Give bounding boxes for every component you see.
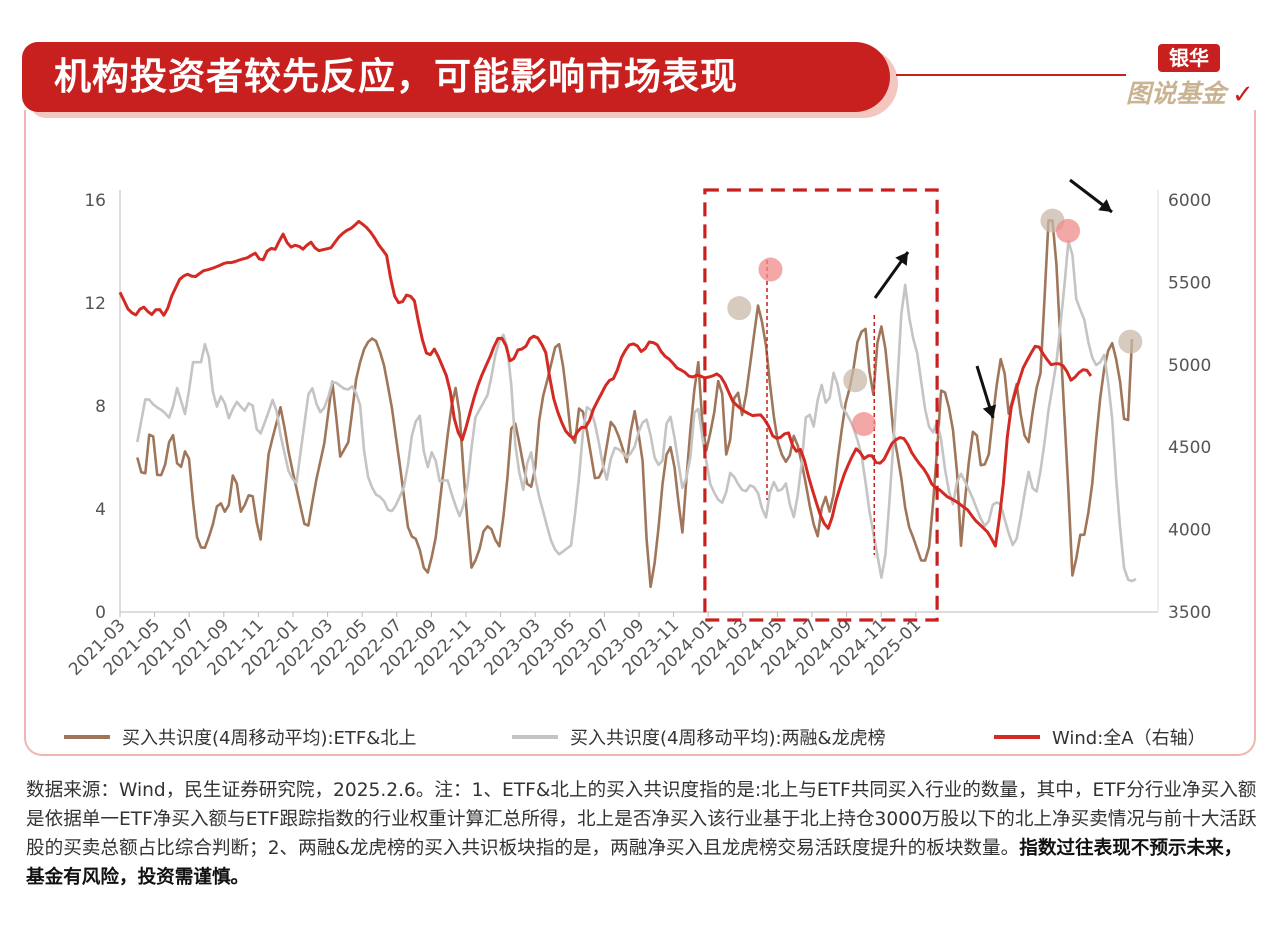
- checkmark-icon: ✓: [1232, 80, 1254, 110]
- y-tick-left-label: 4: [95, 500, 106, 520]
- arrow-down-icon-head: [982, 404, 997, 418]
- y-tick-right-label: 4000: [1168, 521, 1211, 541]
- y-tick-left-label: 16: [84, 191, 106, 211]
- series-line-margin: [136, 239, 1137, 583]
- risk-disclaimer: 指数过往表现不预示未来，基金有风险，投资需谨慎。: [26, 838, 1243, 888]
- footnote-text: 数据来源：Wind，民生证券研究院，2025.2.6。注：1、ETF&北上的买入…: [26, 780, 1257, 859]
- y-tick-right-label: 5500: [1168, 273, 1211, 293]
- legend-item-margin: 买入共识度(4周移动平均):两融&龙虎榜: [512, 726, 886, 749]
- y-tick-right-label: 6000: [1168, 191, 1211, 211]
- brand-logo: 银华: [1158, 44, 1220, 72]
- chart-panel: [24, 110, 1256, 756]
- y-tick-right-label: 5000: [1168, 356, 1211, 376]
- signal-marker: [1056, 218, 1081, 243]
- legend-swatch-wind: [994, 735, 1040, 739]
- y-tick-left-label: 0: [95, 603, 106, 623]
- signal-marker: [851, 412, 876, 437]
- legend-label-wind: Wind:全A（右轴）: [1052, 728, 1206, 749]
- legend-item-wind: Wind:全A（右轴）: [994, 726, 1206, 749]
- arrow-up-icon-head: [895, 252, 908, 266]
- legend-item-etf: 买入共识度(4周移动平均):ETF&北上: [64, 726, 417, 749]
- highlight-box: [703, 188, 939, 622]
- legend-swatch-margin: [512, 735, 558, 739]
- signal-marker: [727, 296, 752, 321]
- legend-label-margin: 买入共识度(4周移动平均):两融&龙虎榜: [570, 728, 886, 749]
- page-title: 机构投资者较先反应，可能影响市场表现: [54, 55, 738, 98]
- arrow-down-icon-head: [1098, 199, 1112, 212]
- footnote: 数据来源：Wind，民生证券研究院，2025.2.6。注：1、ETF&北上的买入…: [26, 776, 1258, 892]
- y-tick-right-label: 3500: [1168, 603, 1211, 623]
- y-tick-left-label: 12: [84, 294, 106, 314]
- title-banner: 机构投资者较先反应，可能影响市场表现: [22, 42, 890, 112]
- line-chart: 04812163500400045005000550060002021-0320…: [65, 178, 1211, 680]
- legend-label-etf: 买入共识度(4周移动平均):ETF&北上: [122, 728, 417, 749]
- brand-subtitle: 图说基金: [1126, 79, 1227, 108]
- title-divider: [896, 74, 1126, 76]
- signal-marker: [843, 368, 868, 393]
- legend-swatch-etf: [64, 735, 110, 739]
- signal-marker: [1118, 329, 1143, 354]
- series-line-wind: [118, 219, 1093, 548]
- y-tick-right-label: 4500: [1168, 438, 1211, 458]
- series-line-etf: [136, 219, 1134, 589]
- y-tick-left-label: 8: [95, 397, 106, 417]
- signal-marker: [758, 257, 783, 282]
